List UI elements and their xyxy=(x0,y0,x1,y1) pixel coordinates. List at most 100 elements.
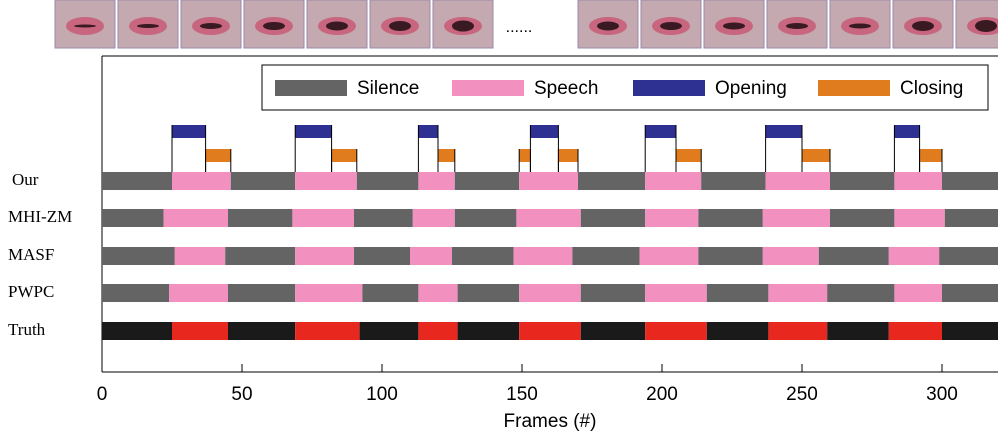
segment xyxy=(894,172,942,190)
row-label: Our xyxy=(12,170,39,189)
segment xyxy=(519,322,581,340)
segment xyxy=(519,284,581,302)
closing-bar xyxy=(558,149,578,162)
mouth xyxy=(912,21,934,31)
row-label: MHI-ZM xyxy=(8,207,72,226)
opening-bar xyxy=(766,125,802,138)
segment xyxy=(894,284,942,302)
mouth xyxy=(597,22,619,31)
segment xyxy=(164,209,228,227)
mouth xyxy=(786,23,808,29)
mouth xyxy=(849,24,871,29)
segment xyxy=(175,247,225,265)
legend-label: Opening xyxy=(715,78,787,99)
segment xyxy=(102,284,169,302)
mouth xyxy=(200,23,222,29)
segment xyxy=(458,322,520,340)
x-tick-label: 50 xyxy=(231,384,252,405)
segment xyxy=(581,284,645,302)
segment xyxy=(102,247,175,265)
x-tick-label: 100 xyxy=(366,384,398,405)
segment xyxy=(225,247,295,265)
segment xyxy=(102,172,172,190)
mouth xyxy=(452,21,474,32)
segment xyxy=(292,209,354,227)
segment xyxy=(819,247,889,265)
segment xyxy=(102,209,164,227)
closing-bar xyxy=(332,149,357,162)
segment xyxy=(418,284,457,302)
segment xyxy=(231,172,295,190)
mouth xyxy=(975,20,997,32)
closing-bar xyxy=(920,149,942,162)
segment xyxy=(698,209,762,227)
segment xyxy=(889,322,942,340)
segment xyxy=(169,284,228,302)
mouth xyxy=(137,24,159,28)
segment xyxy=(578,172,645,190)
segment xyxy=(889,247,939,265)
segment xyxy=(172,172,231,190)
row-label: PWPC xyxy=(8,282,54,301)
segment xyxy=(357,172,419,190)
segment xyxy=(452,247,514,265)
segment xyxy=(640,247,699,265)
segment xyxy=(942,284,998,302)
opening-bar xyxy=(172,125,206,138)
segment xyxy=(228,284,295,302)
segment xyxy=(768,322,827,340)
mouth xyxy=(74,25,96,28)
legend-swatch xyxy=(275,80,347,96)
mouth xyxy=(389,21,411,31)
segment xyxy=(410,247,452,265)
segment xyxy=(645,322,707,340)
segment xyxy=(701,172,765,190)
segment xyxy=(516,209,580,227)
segment xyxy=(455,172,519,190)
segment xyxy=(698,247,762,265)
segment xyxy=(645,172,701,190)
opening-bar xyxy=(295,125,331,138)
mouth xyxy=(326,22,348,31)
chart: ...... Frames (#) 050100150200250300Sile… xyxy=(0,0,998,440)
segment xyxy=(102,322,172,340)
row-label: MASF xyxy=(8,245,54,264)
segment xyxy=(894,209,944,227)
segment xyxy=(763,247,819,265)
mouth xyxy=(660,22,682,30)
segment xyxy=(418,322,457,340)
segment xyxy=(514,247,573,265)
segment xyxy=(418,172,454,190)
opening-bar xyxy=(418,125,438,138)
closing-bar xyxy=(438,149,455,162)
segment xyxy=(827,322,889,340)
segment xyxy=(413,209,455,227)
segment xyxy=(707,322,769,340)
opening-bar xyxy=(894,125,919,138)
segment xyxy=(581,322,645,340)
segment xyxy=(768,284,827,302)
segment xyxy=(707,284,769,302)
x-tick-label: 0 xyxy=(97,384,108,405)
segment xyxy=(455,209,517,227)
segment xyxy=(354,247,410,265)
opening-bar xyxy=(530,125,558,138)
segment xyxy=(295,284,362,302)
closing-bar xyxy=(676,149,701,162)
mouth xyxy=(723,23,745,30)
segment xyxy=(827,284,894,302)
segment xyxy=(939,247,998,265)
closing-bar xyxy=(802,149,830,162)
row-label: Truth xyxy=(8,320,46,339)
segment xyxy=(942,322,998,340)
segment xyxy=(362,284,418,302)
closing-bar xyxy=(206,149,231,162)
segment xyxy=(572,247,639,265)
segment xyxy=(172,322,228,340)
opening-bar xyxy=(645,125,676,138)
segment xyxy=(458,284,520,302)
segment xyxy=(942,172,998,190)
segment xyxy=(295,172,357,190)
segment xyxy=(228,209,292,227)
legend-swatch xyxy=(818,80,890,96)
